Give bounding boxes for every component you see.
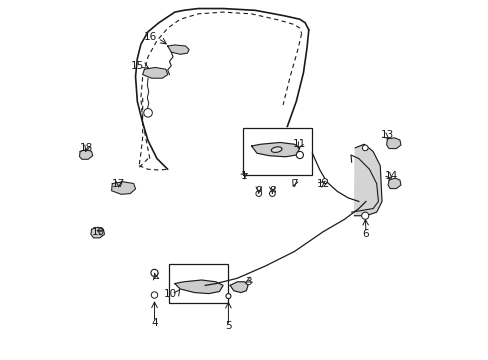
Circle shape [255, 191, 261, 197]
Polygon shape [167, 45, 189, 54]
Polygon shape [80, 150, 93, 159]
Text: 13: 13 [380, 130, 393, 140]
Polygon shape [251, 143, 299, 157]
Circle shape [361, 212, 368, 219]
Polygon shape [354, 144, 381, 216]
Circle shape [362, 145, 367, 151]
Polygon shape [91, 227, 104, 238]
Text: 18: 18 [80, 143, 93, 153]
Text: 15: 15 [131, 61, 144, 71]
Text: 19: 19 [92, 227, 105, 237]
Text: 6: 6 [362, 229, 368, 239]
Text: 10: 10 [163, 289, 176, 298]
Text: 7: 7 [290, 179, 297, 189]
Text: 14: 14 [384, 171, 397, 181]
Circle shape [269, 191, 275, 197]
Text: 3: 3 [244, 277, 251, 287]
Text: 11: 11 [293, 139, 306, 149]
Circle shape [225, 294, 230, 298]
Circle shape [143, 109, 152, 117]
Bar [242, 128, 312, 175]
Circle shape [151, 292, 157, 298]
Circle shape [296, 152, 303, 158]
Polygon shape [111, 182, 135, 194]
Polygon shape [142, 67, 167, 78]
Text: 9: 9 [255, 186, 262, 196]
Circle shape [322, 179, 326, 184]
Text: 8: 8 [268, 186, 275, 196]
Polygon shape [230, 282, 247, 293]
Text: 2: 2 [152, 271, 158, 282]
Text: 12: 12 [316, 179, 329, 189]
Polygon shape [386, 138, 400, 149]
Text: 16: 16 [143, 32, 157, 42]
Text: 17: 17 [112, 179, 125, 189]
Polygon shape [387, 178, 400, 189]
Text: 1: 1 [240, 171, 246, 181]
Polygon shape [175, 280, 223, 294]
Ellipse shape [271, 147, 282, 152]
Text: 4: 4 [151, 318, 158, 328]
Text: 5: 5 [224, 321, 231, 332]
Circle shape [151, 269, 158, 276]
Bar [169, 264, 228, 303]
